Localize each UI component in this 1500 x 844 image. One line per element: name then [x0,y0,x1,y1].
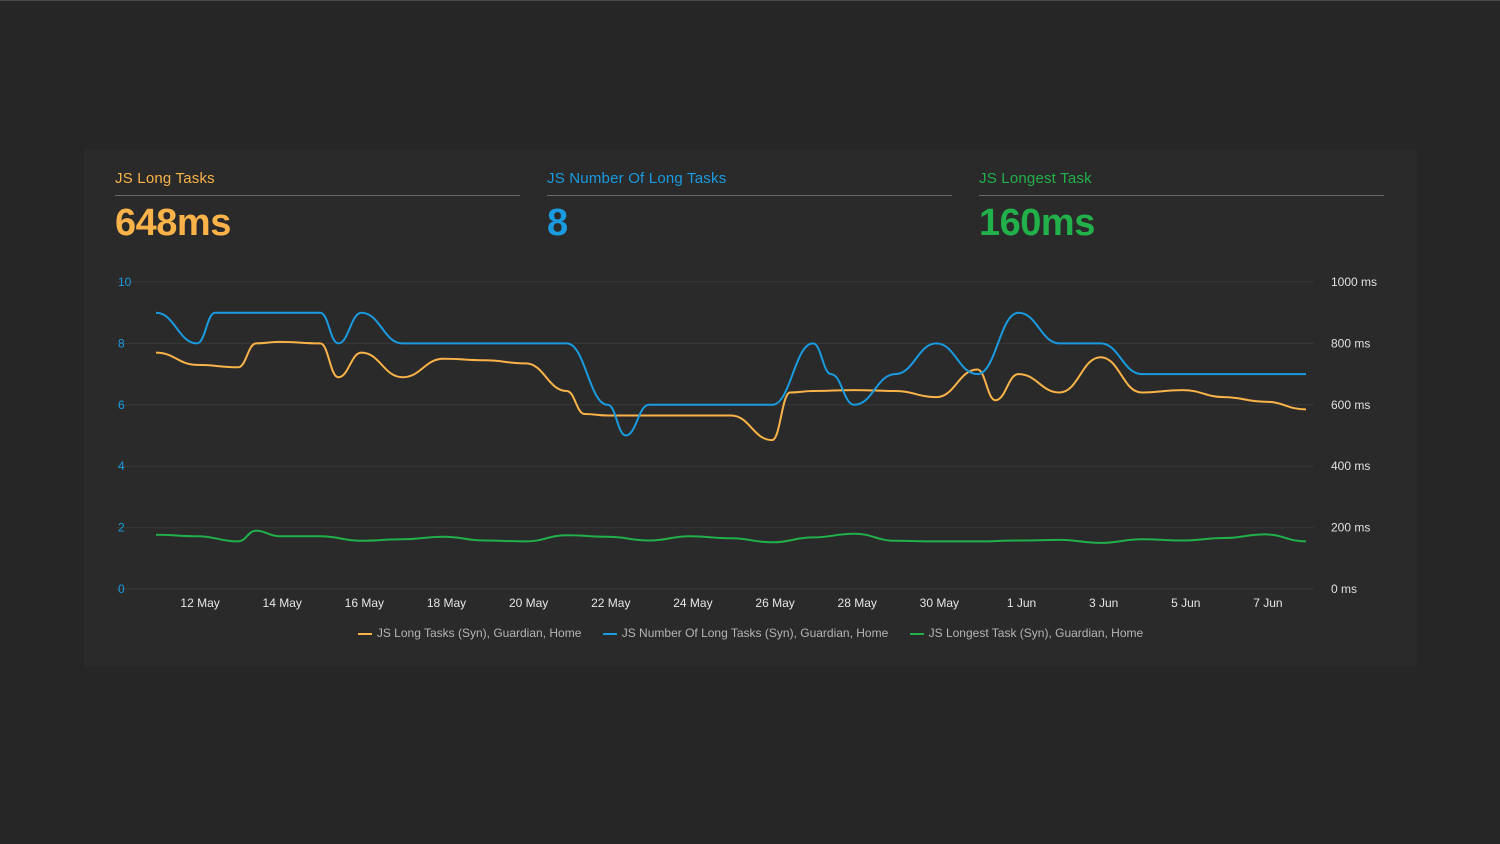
chart-legend: JS Long Tasks (Syn), Guardian, Home JS N… [84,626,1417,640]
legend-label: JS Longest Task (Syn), Guardian, Home [928,626,1144,640]
y-right-tick-label: 0 ms [1331,582,1357,596]
metric-value: 160ms [979,202,1095,244]
series-line-0 [155,340,1307,442]
x-tick-label: 18 May [427,596,466,610]
metric-divider [547,195,952,196]
x-tick-label: 20 May [509,596,548,610]
metric-divider [115,195,520,196]
x-tick-label: 7 Jun [1253,596,1282,610]
legend-item-js-number-of-long-tasks[interactable]: JS Number Of Long Tasks (Syn), Guardian,… [602,626,889,640]
metric-js-longest-task: JS Longest Task 160ms [979,170,1384,245]
series-line-1 [155,311,1306,437]
x-tick-label: 5 Jun [1171,596,1200,610]
y-right-tick-label: 1000 ms [1331,275,1377,289]
y-right-tick-label: 600 ms [1331,398,1370,412]
x-tick-label: 1 Jun [1007,596,1036,610]
y-left-tick-label: 6 [118,398,125,412]
x-tick-label: 14 May [263,596,302,610]
legend-swatch [602,632,617,635]
y-right-tick-label: 400 ms [1331,459,1370,473]
metric-label: JS Long Tasks [115,170,215,187]
x-tick-label: 24 May [673,596,712,610]
x-tick-label: 16 May [345,596,384,610]
metric-js-number-of-long-tasks: JS Number Of Long Tasks 8 [547,170,952,245]
x-tick-label: 30 May [920,596,959,610]
y-left-tick-label: 0 [118,582,125,596]
x-tick-label: 12 May [180,596,219,610]
x-tick-label: 22 May [591,596,630,610]
legend-label: JS Number Of Long Tasks (Syn), Guardian,… [621,626,889,640]
dashboard-panel: JS Long Tasks 648ms JS Number Of Long Ta… [84,150,1417,666]
x-tick-label: 28 May [838,596,877,610]
metric-label: JS Longest Task [979,170,1092,187]
x-tick-label: 3 Jun [1089,596,1118,610]
y-left-tick-label: 10 [118,275,132,289]
x-tick-label: 26 May [755,596,794,610]
y-left-tick-label: 2 [118,521,125,535]
y-left-tick-label: 4 [118,459,125,473]
series-line-2 [155,529,1307,544]
legend-item-js-longest-task[interactable]: JS Longest Task (Syn), Guardian, Home [909,626,1144,640]
metric-divider [979,195,1384,196]
legend-item-js-long-tasks[interactable]: JS Long Tasks (Syn), Guardian, Home [357,626,582,640]
y-right-tick-label: 800 ms [1331,336,1370,350]
metric-value: 8 [547,202,568,244]
top-border [0,0,1500,1]
legend-swatch [909,632,924,635]
y-left-tick-label: 8 [118,336,125,350]
line-chart: 0 0 ms 2 200 ms 4 400 ms 6 600 ms 8 800 ms 10 1000 … [116,275,1377,610]
legend-swatch [357,632,372,635]
legend-label: JS Long Tasks (Syn), Guardian, Home [376,626,582,640]
metric-label: JS Number Of Long Tasks [547,170,727,187]
y-right-tick-label: 200 ms [1331,521,1370,535]
metric-js-long-tasks: JS Long Tasks 648ms [115,170,520,245]
metric-value: 648ms [115,202,231,244]
